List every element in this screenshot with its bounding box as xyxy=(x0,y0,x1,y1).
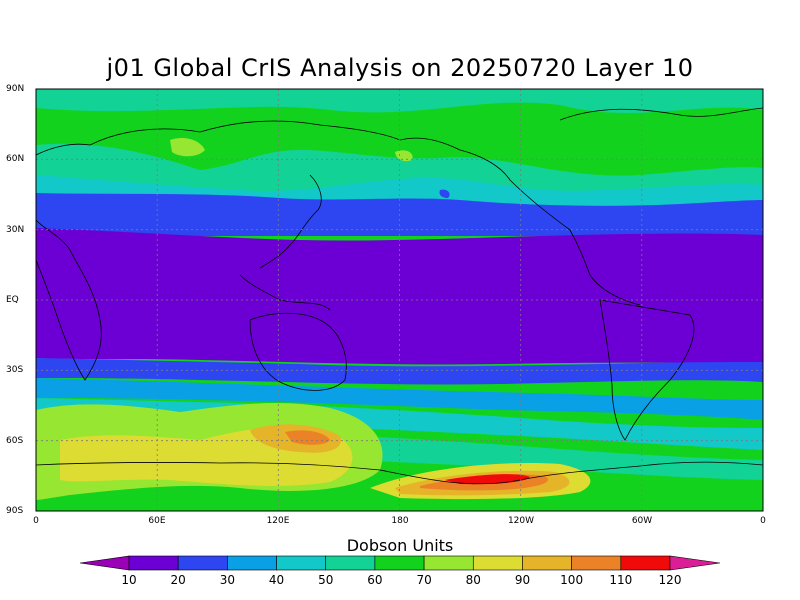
band-north-mid xyxy=(36,143,763,200)
region-north-80b xyxy=(395,150,413,162)
lon-label-120w: 120W xyxy=(507,516,535,526)
lon-label-60w: 60W xyxy=(631,516,653,526)
colorbar-tick-label: 60 xyxy=(367,573,383,587)
band-south-30 xyxy=(36,358,763,385)
coast-east-asia xyxy=(259,174,322,269)
colorbar-swatch xyxy=(571,555,622,571)
colorbar-swatch xyxy=(325,555,376,571)
band-tropics-20 xyxy=(36,228,763,365)
colorbar-swatch xyxy=(374,555,425,571)
colorbar-swatch xyxy=(177,555,228,571)
lon-label-180: 180 xyxy=(391,516,409,526)
colorbar-swatch xyxy=(522,555,572,571)
lat-label-30n: 30N xyxy=(6,225,25,235)
coast-australia xyxy=(249,312,347,391)
colorbar-tick-label: 100 xyxy=(560,573,584,587)
region-north-80a xyxy=(170,138,205,157)
colorbar-tick-label: 20 xyxy=(170,573,186,587)
lat-label-30s: 30S xyxy=(6,365,24,375)
region-north-30-patch xyxy=(439,189,450,198)
lon-label-0-east: 0 xyxy=(760,516,766,526)
colorbar-arrow-low xyxy=(79,555,130,571)
lat-label-60s: 60S xyxy=(6,436,24,446)
coast-south-america xyxy=(599,299,695,441)
coast-africa xyxy=(36,219,102,381)
colorbar-tick-label: 70 xyxy=(416,573,432,587)
lat-label-60n: 60N xyxy=(6,154,25,164)
coastlines xyxy=(36,107,763,485)
coast-arctic-canada xyxy=(559,107,763,121)
region-south-110 xyxy=(285,430,330,445)
coast-eurasia-north xyxy=(36,120,511,181)
colorbar-tick-label: 80 xyxy=(465,573,481,587)
colorbar-swatch xyxy=(472,555,523,571)
colorbar-tick-label: 30 xyxy=(219,573,235,587)
graticule xyxy=(36,89,763,511)
colorbar-tick-label: 50 xyxy=(318,573,334,587)
map-title: j01 Global CrIS Analysis on 20250720 Lay… xyxy=(106,54,694,82)
band-north-cap xyxy=(36,89,763,114)
colorbar-swatch xyxy=(620,555,671,571)
colorbar xyxy=(79,555,721,571)
colorbar-title: Dobson Units xyxy=(346,536,454,555)
colorbar-swatch xyxy=(227,555,277,571)
map-frame xyxy=(35,88,764,512)
colorbar-tick-label: 10 xyxy=(121,573,137,587)
colorbar-tick-label: 40 xyxy=(268,573,285,587)
lat-label-eq: EQ xyxy=(6,295,19,305)
lat-label-90n: 90N xyxy=(6,84,25,94)
colorbar-swatch xyxy=(128,555,179,571)
colorbar-tick-label: 110 xyxy=(609,573,633,587)
colorbar-tick-label: 120 xyxy=(658,573,682,587)
coast-antarctica xyxy=(36,461,763,485)
lon-label-120e: 120E xyxy=(266,516,290,526)
coast-north-america xyxy=(509,179,641,306)
colorbar-swatch xyxy=(423,555,474,571)
colorbar-swatch xyxy=(276,555,327,571)
lon-label-60e: 60E xyxy=(148,516,166,526)
lat-label-90s: 90S xyxy=(6,506,24,516)
colorbar-arrow-high xyxy=(669,555,721,571)
colorbar-tick-label: 90 xyxy=(514,573,531,587)
coast-southeast-asia xyxy=(239,274,331,311)
lon-label-0-west: 0 xyxy=(33,516,39,526)
